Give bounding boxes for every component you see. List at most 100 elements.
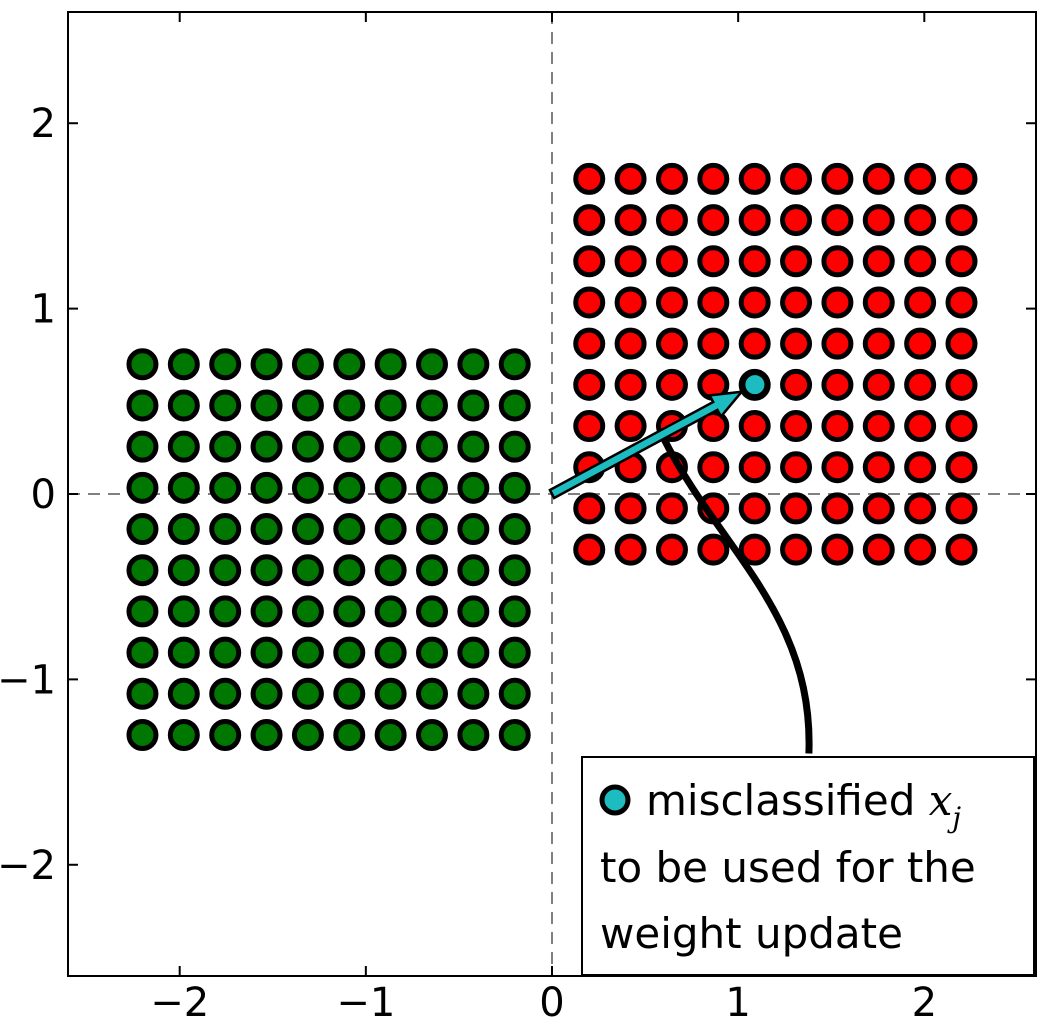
data-point	[614, 327, 647, 360]
data-point	[126, 389, 159, 422]
data-point	[167, 471, 200, 504]
data-point	[498, 677, 531, 710]
data-point	[655, 327, 688, 360]
data-point	[457, 554, 490, 587]
data-point	[862, 410, 895, 443]
data-point	[250, 719, 283, 751]
data-point	[945, 286, 978, 319]
data-point	[126, 595, 159, 628]
data-point	[291, 389, 324, 422]
data-point	[167, 430, 200, 463]
annotation-box: misclassified xj to be used for the weig…	[581, 756, 1035, 976]
data-point	[862, 451, 895, 484]
data-point	[374, 554, 407, 587]
data-point	[291, 719, 324, 751]
data-point	[126, 636, 159, 669]
data-point	[821, 162, 854, 195]
y-tick-label: 1	[31, 287, 56, 333]
data-point	[904, 286, 937, 319]
data-point	[862, 492, 895, 525]
data-point	[250, 389, 283, 422]
series-1	[573, 162, 978, 566]
data-point	[374, 389, 407, 422]
data-point	[416, 719, 449, 751]
data-point	[291, 471, 324, 504]
data-point	[416, 348, 449, 381]
data-point	[457, 471, 490, 504]
data-point	[614, 410, 647, 443]
data-point	[945, 327, 978, 360]
data-point	[862, 533, 895, 566]
data-point	[573, 245, 606, 278]
data-point	[738, 492, 771, 525]
data-point	[614, 162, 647, 195]
data-point	[738, 286, 771, 319]
data-point	[126, 430, 159, 463]
data-point	[862, 327, 895, 360]
data-point	[374, 513, 407, 546]
data-point	[655, 492, 688, 525]
data-point	[498, 513, 531, 546]
data-point	[457, 595, 490, 628]
data-point	[697, 204, 730, 237]
data-point	[780, 245, 813, 278]
data-point	[250, 513, 283, 546]
data-point	[250, 430, 283, 463]
data-point	[333, 719, 366, 751]
data-point	[573, 327, 606, 360]
data-point	[457, 513, 490, 546]
data-point	[614, 204, 647, 237]
data-point	[291, 677, 324, 710]
data-point	[655, 204, 688, 237]
data-point	[780, 492, 813, 525]
data-point	[573, 410, 606, 443]
data-point	[250, 471, 283, 504]
data-point	[573, 204, 606, 237]
data-point	[126, 677, 159, 710]
data-point	[374, 430, 407, 463]
data-point	[333, 636, 366, 669]
data-point	[821, 368, 854, 401]
data-point	[614, 492, 647, 525]
data-point	[904, 410, 937, 443]
data-point	[209, 389, 242, 422]
data-point	[457, 636, 490, 669]
data-point	[780, 286, 813, 319]
data-point	[862, 204, 895, 237]
data-point	[738, 451, 771, 484]
data-point	[862, 162, 895, 195]
annotation-math-x: x	[929, 776, 953, 825]
data-point	[945, 162, 978, 195]
data-point	[655, 245, 688, 278]
data-point	[573, 368, 606, 401]
data-point	[126, 471, 159, 504]
data-point	[250, 595, 283, 628]
data-point	[697, 327, 730, 360]
data-point	[126, 719, 159, 751]
data-point	[209, 348, 242, 381]
data-point	[498, 719, 531, 751]
data-point	[374, 471, 407, 504]
data-point	[780, 162, 813, 195]
data-point	[821, 533, 854, 566]
data-point	[945, 451, 978, 484]
data-point	[498, 348, 531, 381]
data-point	[374, 348, 407, 381]
data-point	[655, 162, 688, 195]
data-point	[333, 430, 366, 463]
ticks-layer: −2 −1 0 1 2 −2 −1 0 1 2	[0, 12, 1036, 1025]
data-point	[250, 348, 283, 381]
data-point	[416, 677, 449, 710]
data-point	[333, 513, 366, 546]
data-point	[416, 554, 449, 587]
data-point	[945, 368, 978, 401]
data-point	[655, 368, 688, 401]
weight-vector-layer	[548, 372, 768, 500]
data-point	[862, 368, 895, 401]
data-point	[738, 410, 771, 443]
data-point	[904, 533, 937, 566]
data-point	[126, 554, 159, 587]
data-point	[291, 595, 324, 628]
data-point	[374, 677, 407, 710]
